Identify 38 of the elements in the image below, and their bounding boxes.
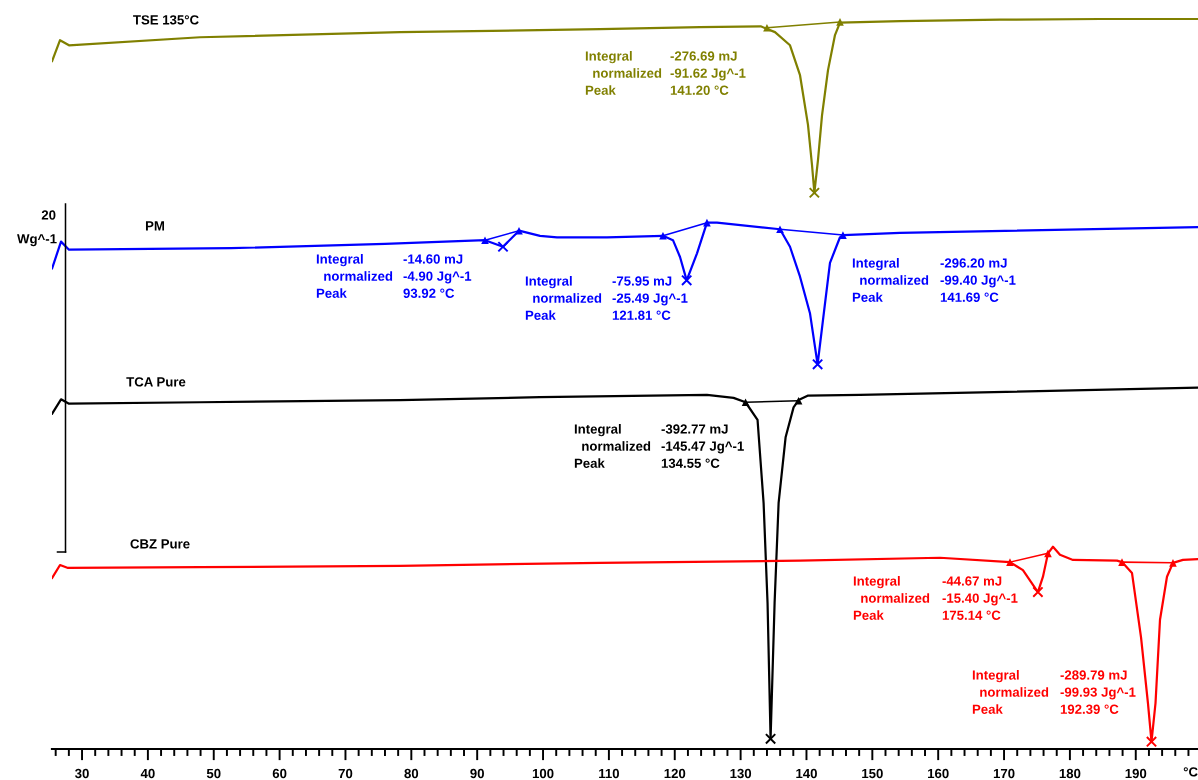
x-tick-label: 180 bbox=[1059, 768, 1081, 779]
annotation: -289.79 mJ -99.93 Jg^-1 192.39 °C bbox=[1060, 670, 1136, 714]
annotation: -276.69 mJ -91.62 Jg^-1 141.20 °C bbox=[670, 51, 746, 95]
annotation: Integral normalized Peak bbox=[525, 276, 602, 320]
x-tick-label: 150 bbox=[862, 768, 883, 779]
annotation: -14.60 mJ -4.90 Jg^-1 93.92 °C bbox=[403, 254, 472, 298]
x-tick-label: 40 bbox=[140, 768, 155, 779]
annotation: Integral normalized Peak bbox=[853, 576, 930, 620]
x-tick-label: 100 bbox=[532, 768, 554, 779]
annotation: Integral normalized Peak bbox=[972, 670, 1049, 714]
series-label: TCA Pure bbox=[126, 377, 186, 387]
annotation: -44.67 mJ -15.40 Jg^-1 175.14 °C bbox=[942, 576, 1018, 620]
annotation: 20 bbox=[41, 210, 56, 220]
x-tick-label: 60 bbox=[272, 768, 287, 779]
x-tick-label: 120 bbox=[664, 768, 686, 779]
x-tick-label: 110 bbox=[599, 768, 619, 779]
annotation: Integral normalized Peak bbox=[574, 424, 651, 468]
series-label: CBZ Pure bbox=[130, 539, 190, 549]
x-axis-title: °C bbox=[1183, 767, 1198, 777]
x-tick-label: 130 bbox=[730, 768, 752, 779]
x-tick-label: 170 bbox=[993, 768, 1015, 779]
x-tick-label: 80 bbox=[404, 768, 419, 779]
x-tick-label: 160 bbox=[928, 768, 949, 779]
x-tick-label: 90 bbox=[470, 768, 484, 779]
x-tick-label: 70 bbox=[338, 768, 353, 779]
x-tick-label: 140 bbox=[796, 768, 817, 779]
annotation: Integral normalized Peak bbox=[316, 254, 393, 298]
annotation: Integral normalized Peak bbox=[852, 258, 929, 302]
series-label: PM bbox=[145, 221, 165, 231]
y-axis-title: Wg^-1 bbox=[17, 234, 57, 247]
annotation: -75.95 mJ -25.49 Jg^-1 121.81 °C bbox=[612, 276, 688, 320]
series-label: TSE 135°C bbox=[133, 15, 199, 25]
x-tick-label: 190 bbox=[1125, 768, 1147, 779]
x-tick-label: 30 bbox=[75, 768, 89, 779]
annotation: -392.77 mJ -145.47 Jg^-1 134.55 °C bbox=[661, 424, 744, 468]
annotation: -296.20 mJ -99.40 Jg^-1 141.69 °C bbox=[940, 258, 1016, 302]
annotation: Integral normalized Peak bbox=[585, 51, 662, 95]
x-tick-label: 50 bbox=[206, 768, 221, 779]
